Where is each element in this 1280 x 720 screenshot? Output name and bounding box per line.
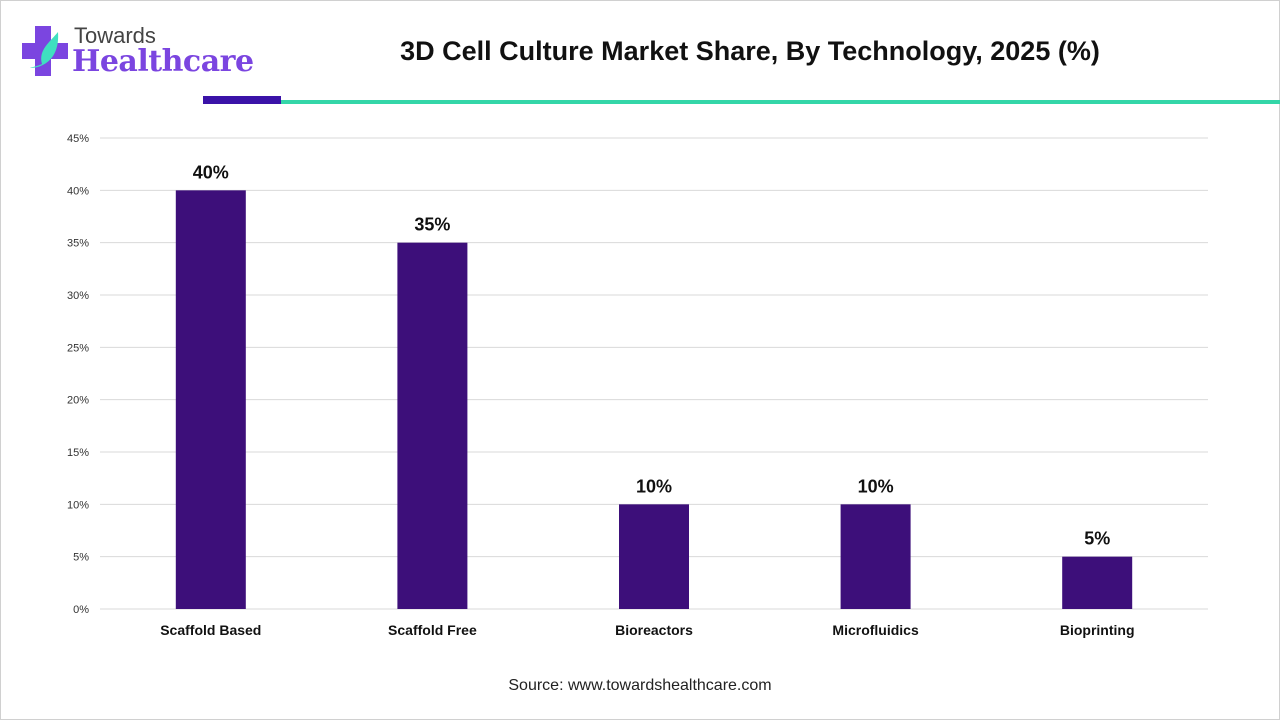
bar: [1062, 556, 1133, 609]
x-tick-label: Scaffold Free: [388, 622, 477, 638]
data-label: 35%: [414, 215, 450, 235]
y-tick-label: 25%: [67, 342, 89, 354]
y-tick-label: 10%: [67, 499, 89, 511]
x-tick-label: Microfluidics: [832, 622, 919, 638]
y-tick-label: 15%: [67, 447, 89, 459]
data-label: 10%: [858, 476, 894, 496]
logo: Towards Healthcare: [20, 22, 254, 82]
chart-title: 3D Cell Culture Market Share, By Technol…: [400, 36, 1100, 66]
x-tick-label: Bioprinting: [1060, 622, 1135, 638]
x-tick-label: Scaffold Based: [160, 622, 261, 638]
bar: [397, 242, 468, 609]
y-tick-label: 45%: [67, 133, 89, 145]
bar: [175, 190, 246, 610]
y-tick-label: 35%: [67, 238, 89, 250]
data-label: 5%: [1084, 529, 1110, 549]
title-underline: [281, 100, 1280, 104]
x-tick-label: Bioreactors: [615, 622, 693, 638]
data-label: 40%: [193, 162, 229, 182]
y-tick-label: 30%: [67, 290, 89, 302]
bar: [840, 504, 911, 609]
data-label: 10%: [636, 476, 672, 496]
y-tick-label: 20%: [67, 395, 89, 407]
logo-text-healthcare: Healthcare: [72, 44, 254, 79]
logo-text-towards: Towards: [74, 23, 156, 48]
source-note: Source: www.towardshealthcare.com: [508, 677, 772, 694]
y-tick-label: 40%: [67, 185, 89, 197]
y-tick-label: 0%: [73, 604, 89, 616]
title-accent-bar: [203, 96, 281, 104]
y-tick-label: 5%: [73, 552, 89, 564]
bar: [619, 504, 689, 609]
logo-cross-icon: [22, 26, 68, 76]
